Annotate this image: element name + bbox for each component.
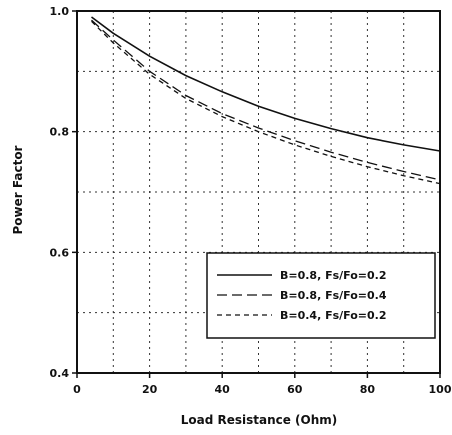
ticks: 0 20 40 60 80 100 0.4 0.6 0.8 1.0 [50, 5, 452, 396]
y-tick-label: 0.8 [50, 126, 70, 139]
legend: B=0.8, Fs/Fo=0.2 B=0.8, Fs/Fo=0.4 B=0.4, F… [206, 252, 436, 339]
series-line-1 [91, 16, 441, 152]
x-tick-label: 20 [142, 383, 158, 396]
legend-label-1: B=0.8, Fs/Fo=0.2 [280, 269, 387, 282]
legend-label-3: B=0.4, Fs/Fo=0.2 [280, 309, 387, 322]
y-axis-label: Power Factor [11, 145, 25, 234]
plot-frame [76, 10, 441, 374]
series-line-3 [91, 20, 441, 185]
y-tick-label: 1.0 [50, 5, 70, 18]
series-line-2 [91, 19, 441, 181]
series-lines [91, 16, 441, 185]
y-tick-label: 0.6 [50, 246, 70, 259]
x-tick-label: 0 [73, 383, 81, 396]
legend-label-2: B=0.8, Fs/Fo=0.4 [280, 289, 387, 302]
x-tick-label: 40 [215, 383, 231, 396]
x-tick-label: 100 [429, 383, 452, 396]
x-axis-label: Load Resistance (Ohm) [181, 413, 338, 427]
y-tick-label: 0.4 [50, 367, 70, 380]
x-tick-label: 80 [360, 383, 376, 396]
legend-box [206, 252, 436, 339]
x-tick-label: 60 [287, 383, 303, 396]
